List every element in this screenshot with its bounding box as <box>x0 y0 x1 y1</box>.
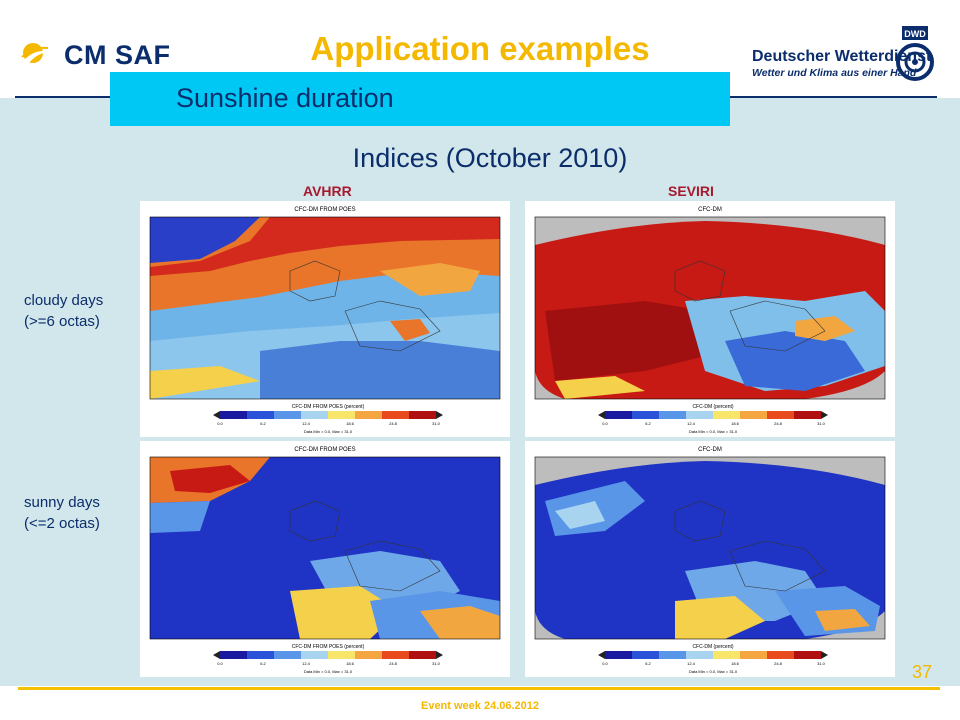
legend-tick: 31.0 <box>817 661 826 666</box>
map-avhrr-cloudy: CFC-DM FROM POES CFC-DM FROM POES (perce… <box>140 201 510 437</box>
page-number: 37 <box>912 662 933 682</box>
legend-tick: 6.2 <box>260 661 266 666</box>
legend-tick: 0.0 <box>602 421 608 426</box>
map-legend-title: CFC-DM FROM POES (percent) <box>292 404 365 410</box>
dwd-tagline: Wetter und Klima aus einer Hand <box>752 67 917 79</box>
subtitle-bar: Sunshine duration <box>110 72 730 126</box>
legend-tick: 24.8 <box>774 421 783 426</box>
row-label-sunny: sunny days (<=2 octas) <box>24 492 100 534</box>
legend-tick: 24.8 <box>774 661 783 666</box>
legend-tick: 18.6 <box>731 421 740 426</box>
column-header-seviri: SEVIRI <box>668 183 714 199</box>
section-title: Indices (October 2010) <box>352 143 628 173</box>
legend-tick: 6.2 <box>645 661 651 666</box>
row-label-cloudy-line2: (>=6 octas) <box>24 313 100 330</box>
footer-text: Event week 24.06.2012 <box>420 700 540 712</box>
map-title: CFC-DM FROM POES <box>294 207 355 213</box>
row-label-cloudy-line1: cloudy days <box>24 292 104 309</box>
dwd-logo: Deutscher Wetterdienst Wetter und Klima … <box>752 26 952 84</box>
legend-tick: 0.0 <box>602 661 608 666</box>
legend-tick: 18.6 <box>346 661 355 666</box>
map-seviri-cloudy: CFC-DM CFC-DM (percent) 0.0 6.2 12.4 18.… <box>525 201 895 437</box>
legend-tick: 12.4 <box>687 421 696 426</box>
dwd-emblem-icon: DWD <box>896 26 934 81</box>
map-title: CFC-DM <box>698 207 722 213</box>
legend-tick: 6.2 <box>645 421 651 426</box>
dwd-emblem-text: DWD <box>904 29 926 39</box>
map-legend-title: CFC-DM (percent) <box>692 644 733 650</box>
map-legend-title: CFC-DM (percent) <box>692 404 733 410</box>
map-avhrr-sunny: CFC-DM FROM POES CFC-DM FROM POES (perce… <box>140 441 510 677</box>
legend-tick: 18.6 <box>346 421 355 426</box>
legend-tick: 0.0 <box>217 421 223 426</box>
row-label-cloudy: cloudy days (>=6 octas) <box>24 290 103 332</box>
row-label-sunny-line2: (<=2 octas) <box>24 515 100 532</box>
legend-tick: 31.0 <box>432 421 441 426</box>
subtitle: Sunshine duration <box>176 83 394 113</box>
map-title: CFC-DM <box>698 447 722 453</box>
legend-tick: 6.2 <box>260 421 266 426</box>
legend-tick: 24.8 <box>389 421 398 426</box>
map-stats: Data Min = 0.0, Max = 31.0 <box>689 669 738 674</box>
dwd-name: Deutscher Wetterdienst <box>752 48 932 65</box>
legend-tick: 12.4 <box>687 661 696 666</box>
legend-tick: 12.4 <box>302 421 311 426</box>
column-header-avhrr: AVHRR <box>303 183 352 199</box>
cmsaf-logo: CM SAF <box>18 34 178 74</box>
sun-icon <box>21 43 50 64</box>
legend-tick: 18.6 <box>731 661 740 666</box>
legend-tick: 12.4 <box>302 661 311 666</box>
row-label-sunny-line1: sunny days <box>24 494 100 511</box>
map-stats: Data Min = 0.0, Max = 31.0 <box>304 429 353 434</box>
map-seviri-sunny: CFC-DM CFC-DM (percent) 0.0 6.2 12.4 18.… <box>525 441 895 677</box>
map-stats: Data Min = 0.0, Max = 31.0 <box>689 429 738 434</box>
legend-tick: 0.0 <box>217 661 223 666</box>
page-title: Application examples <box>310 30 650 67</box>
map-legend-title: CFC-DM FROM POES (percent) <box>292 644 365 650</box>
legend-tick: 24.8 <box>389 661 398 666</box>
legend-tick: 31.0 <box>817 421 826 426</box>
cmsaf-logo-text: CM SAF <box>64 40 171 70</box>
map-title: CFC-DM FROM POES <box>294 447 355 453</box>
map-stats: Data Min = 0.0, Max = 31.0 <box>304 669 353 674</box>
legend-tick: 31.0 <box>432 661 441 666</box>
footer-divider <box>18 687 940 690</box>
